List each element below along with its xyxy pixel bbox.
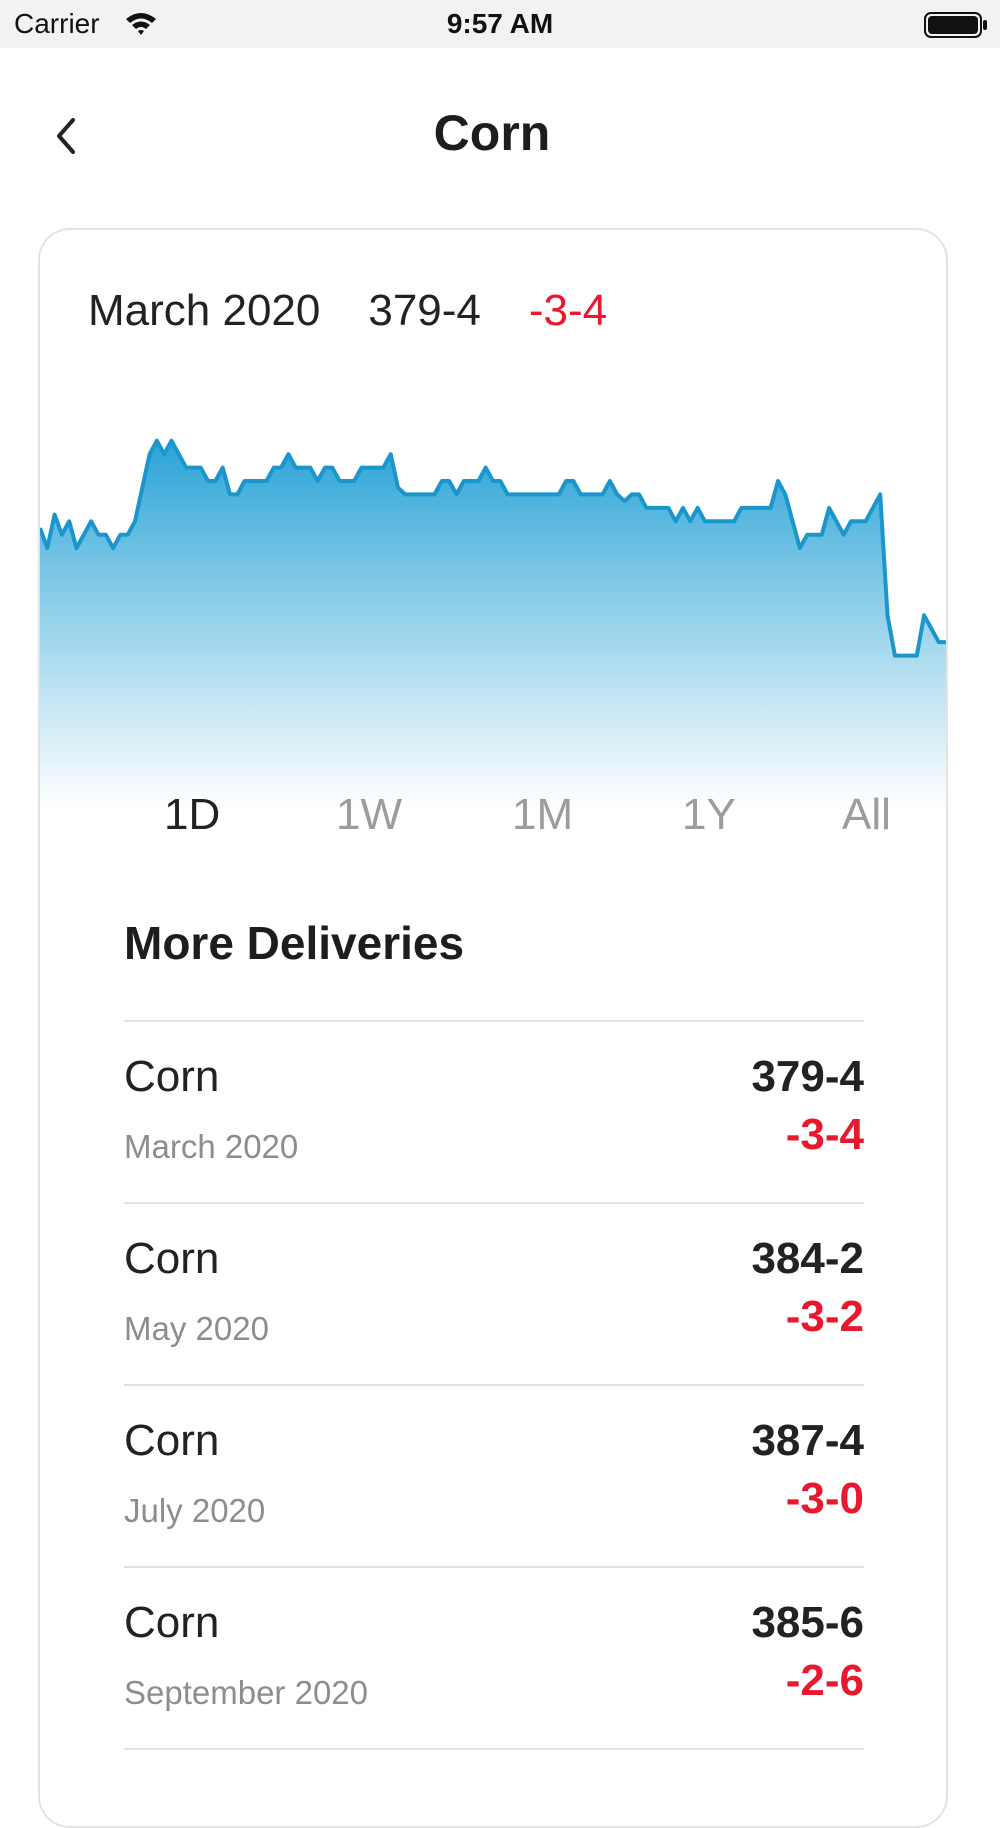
- chart-area: [40, 440, 946, 810]
- item-price: 379-4: [751, 1052, 864, 1101]
- quote-month: March 2020: [88, 286, 321, 335]
- chevron-left-icon: [57, 118, 75, 154]
- quote-summary: March 2020 379-4 -3-4: [88, 286, 655, 336]
- item-change: -3-4: [785, 1110, 864, 1159]
- list-item[interactable]: Corn September 2020 385-6 -2-6: [124, 1566, 864, 1748]
- range-selector: 1D 1W 1M 1Y All: [112, 790, 892, 870]
- range-tab-1w[interactable]: 1W: [336, 790, 402, 839]
- list-item[interactable]: Corn March 2020 379-4 -3-4: [124, 1020, 864, 1202]
- range-tab-1m[interactable]: 1M: [512, 790, 574, 839]
- quote-price: 379-4: [368, 286, 481, 335]
- range-tab-all[interactable]: All: [842, 790, 891, 839]
- item-change: -3-0: [785, 1474, 864, 1523]
- range-tab-1d[interactable]: 1D: [164, 790, 221, 839]
- item-name: Corn: [124, 1416, 220, 1465]
- item-month: September 2020: [124, 1674, 369, 1711]
- item-price: 385-6: [751, 1598, 864, 1647]
- list-item[interactable]: Corn July 2020 387-4 -3-0: [124, 1384, 864, 1566]
- item-month: May 2020: [124, 1310, 269, 1347]
- status-time: 9:57 AM: [446, 8, 554, 39]
- item-name: Corn: [124, 1598, 220, 1647]
- item-name: Corn: [124, 1234, 220, 1283]
- item-month: July 2020: [124, 1492, 266, 1529]
- status-bar: Carrier 9:57 AM: [0, 0, 1000, 48]
- price-chart[interactable]: [40, 390, 946, 810]
- item-price: 387-4: [751, 1416, 864, 1465]
- item-change: -3-2: [785, 1292, 864, 1341]
- nav-bar: Corn: [0, 48, 984, 228]
- battery-icon: [924, 12, 987, 38]
- section-title: More Deliveries: [124, 917, 465, 969]
- range-tab-1y[interactable]: 1Y: [682, 790, 736, 839]
- carrier-label: Carrier: [14, 8, 100, 39]
- deliveries-list: Corn March 2020 379-4 -3-4 Corn May 2020…: [124, 1020, 864, 1750]
- quote-change: -3-4: [528, 286, 608, 335]
- back-button[interactable]: [40, 110, 92, 162]
- page-title: Corn: [433, 105, 551, 161]
- price-card: March 2020 379-4 -3-4 1D 1W 1M 1Y All Mo…: [38, 228, 948, 1828]
- list-divider: [124, 1748, 864, 1750]
- chart-line: [40, 438, 946, 658]
- item-change: -2-6: [785, 1656, 864, 1705]
- wifi-icon: [126, 13, 156, 35]
- item-name: Corn: [124, 1052, 220, 1101]
- item-month: March 2020: [124, 1128, 299, 1165]
- item-price: 384-2: [751, 1234, 864, 1283]
- list-item[interactable]: Corn May 2020 384-2 -3-2: [124, 1202, 864, 1384]
